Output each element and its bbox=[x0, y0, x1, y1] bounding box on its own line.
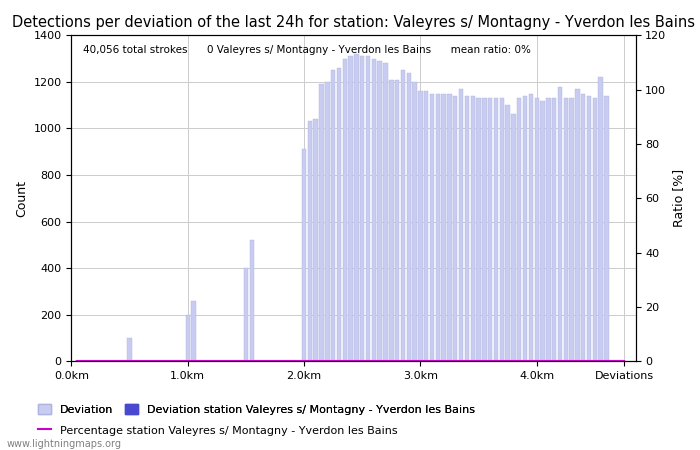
Bar bbox=[564, 98, 568, 361]
Bar bbox=[407, 72, 411, 361]
Y-axis label: Ratio [%]: Ratio [%] bbox=[672, 169, 685, 227]
Bar bbox=[442, 94, 446, 361]
Bar bbox=[384, 63, 388, 361]
Y-axis label: Count: Count bbox=[15, 180, 28, 217]
Bar bbox=[395, 80, 399, 361]
Bar bbox=[349, 56, 353, 361]
Bar bbox=[424, 91, 428, 361]
Bar bbox=[453, 96, 458, 361]
Bar bbox=[569, 98, 574, 361]
Bar bbox=[389, 80, 393, 361]
Bar bbox=[337, 68, 341, 361]
Title: Detections per deviation of the last 24h for station: Valeyres s/ Montagny - Yve: Detections per deviation of the last 24h… bbox=[12, 15, 695, 30]
Bar bbox=[528, 94, 533, 361]
Bar bbox=[360, 56, 365, 361]
Bar bbox=[494, 98, 498, 361]
Bar bbox=[412, 82, 416, 361]
Bar bbox=[604, 96, 609, 361]
Bar bbox=[598, 77, 603, 361]
Bar bbox=[372, 58, 376, 361]
Bar bbox=[517, 98, 522, 361]
Bar bbox=[314, 119, 318, 361]
Bar bbox=[302, 149, 307, 361]
Bar bbox=[575, 89, 580, 361]
Bar bbox=[191, 301, 196, 361]
Bar bbox=[186, 315, 190, 361]
Bar bbox=[435, 94, 440, 361]
Bar bbox=[540, 100, 545, 361]
Bar bbox=[593, 98, 597, 361]
Bar bbox=[377, 61, 382, 361]
Bar bbox=[331, 70, 335, 361]
Bar bbox=[319, 84, 323, 361]
Bar bbox=[482, 98, 486, 361]
Bar bbox=[500, 98, 504, 361]
Bar bbox=[552, 98, 557, 361]
Bar bbox=[546, 98, 551, 361]
Text: 40,056 total strokes      0 Valeyres s/ Montagny - Yverdon les Bains      mean r: 40,056 total strokes 0 Valeyres s/ Monta… bbox=[83, 45, 531, 55]
Bar bbox=[470, 96, 475, 361]
Bar bbox=[511, 114, 516, 361]
Bar bbox=[249, 240, 254, 361]
Bar bbox=[476, 98, 481, 361]
Bar bbox=[505, 105, 510, 361]
Bar bbox=[465, 96, 469, 361]
Bar bbox=[354, 54, 358, 361]
Bar bbox=[587, 96, 592, 361]
Bar bbox=[430, 94, 434, 361]
Bar bbox=[244, 268, 248, 361]
Bar bbox=[447, 94, 452, 361]
Text: www.lightningmaps.org: www.lightningmaps.org bbox=[7, 439, 122, 449]
Bar bbox=[342, 58, 347, 361]
Bar bbox=[418, 91, 423, 361]
Legend: Deviation, Deviation station Valeyres s/ Montagny - Yverdon les Bains: Deviation, Deviation station Valeyres s/… bbox=[34, 400, 480, 420]
Bar bbox=[535, 98, 539, 361]
Bar bbox=[459, 89, 463, 361]
Bar bbox=[308, 122, 312, 361]
Bar bbox=[366, 56, 370, 361]
Bar bbox=[558, 86, 562, 361]
Bar bbox=[488, 98, 492, 361]
Bar bbox=[581, 94, 585, 361]
Bar bbox=[127, 338, 132, 361]
Bar bbox=[400, 70, 405, 361]
Legend: Percentage station Valeyres s/ Montagny - Yverdon les Bains: Percentage station Valeyres s/ Montagny … bbox=[34, 420, 402, 440]
Bar bbox=[523, 96, 527, 361]
Bar bbox=[325, 82, 330, 361]
